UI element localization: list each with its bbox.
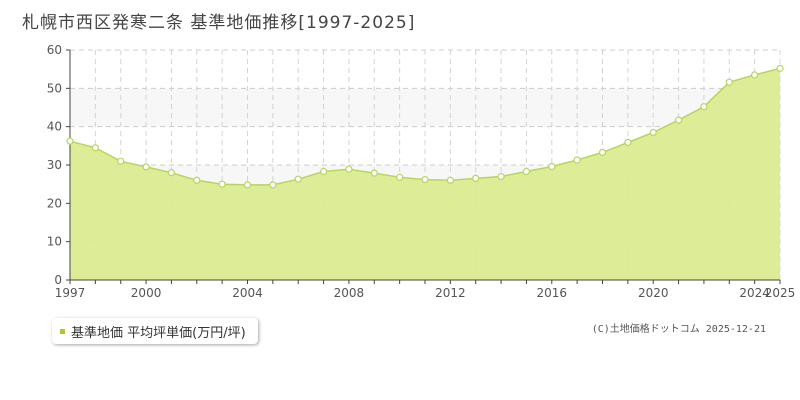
data-point — [776, 64, 784, 73]
data-points — [66, 64, 784, 189]
y-tick-label: 30 — [47, 158, 62, 172]
data-point — [117, 157, 125, 165]
data-point — [142, 163, 150, 171]
legend-label: 基準地価 平均坪単価(万円/坪) — [71, 325, 246, 341]
data-point — [522, 167, 531, 176]
data-point — [446, 176, 454, 184]
legend-swatch — [60, 328, 65, 334]
data-point — [66, 137, 74, 145]
y-tick-labels: 0 10 20 30 40 50 60 — [47, 43, 62, 287]
x-tick-label: 2016 — [537, 286, 568, 300]
data-point — [320, 167, 328, 176]
x-tick-label: 2020 — [638, 286, 669, 300]
data-point — [243, 181, 252, 189]
data-point — [573, 156, 581, 164]
data-point — [472, 174, 480, 182]
x-tick-label: 2025 — [765, 286, 796, 300]
legend: 基準地価 平均坪単価(万円/坪) — [52, 318, 258, 344]
data-point — [218, 180, 226, 188]
y-tick-label: 10 — [47, 235, 62, 249]
chart-title: 札幌市西区発寒二条 基準地価推移[1997-2025] — [22, 13, 416, 33]
x-tick-label: 1997 — [55, 286, 86, 300]
area-chart: 0 10 20 30 40 50 60 1997 2000 2004 2008 2012 2016 20… — [47, 43, 796, 300]
data-point — [370, 169, 378, 177]
x-tick-label: 2004 — [232, 286, 263, 300]
axes — [66, 49, 781, 284]
data-point — [167, 169, 175, 177]
data-point — [700, 103, 708, 111]
x-tick-label: 2012 — [435, 286, 466, 300]
y-tick-label: 0 — [54, 273, 62, 287]
data-point — [396, 173, 404, 181]
x-tick-label: 2024 — [739, 286, 770, 300]
data-point — [674, 116, 683, 124]
data-point — [269, 181, 277, 189]
data-point — [725, 78, 733, 86]
data-point — [624, 138, 632, 146]
y-tick-label: 40 — [47, 120, 62, 134]
data-point — [598, 148, 607, 156]
data-point — [91, 144, 100, 152]
data-point — [548, 162, 556, 171]
data-point — [193, 176, 201, 184]
x-tick-label: 2000 — [131, 286, 162, 300]
data-point — [497, 172, 505, 181]
data-point — [421, 176, 429, 184]
copyright-text: (C)土地価格ドットコム 2025-12-21 — [591, 324, 766, 335]
x-tick-label: 2008 — [334, 286, 365, 300]
y-tick-label: 50 — [47, 81, 62, 95]
y-tick-label: 60 — [47, 43, 62, 57]
series-area — [70, 68, 780, 281]
y-tick-label: 20 — [47, 196, 62, 210]
data-point — [649, 128, 657, 136]
data-point — [294, 175, 302, 183]
data-point — [750, 71, 759, 79]
data-point — [345, 165, 353, 173]
